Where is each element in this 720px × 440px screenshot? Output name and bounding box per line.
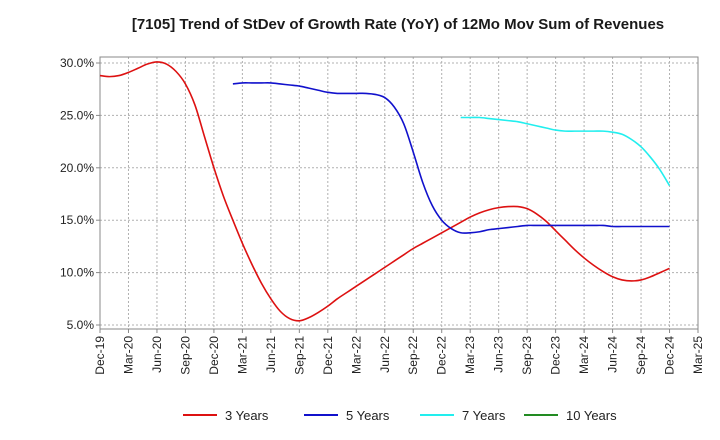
x-tick-label: Dec-19 (93, 336, 107, 375)
x-tick-label: Jun-21 (264, 336, 278, 373)
legend-label-7-years: 7 Years (462, 408, 506, 423)
x-tick-label: Mar-25 (691, 336, 705, 374)
x-tick-label: Mar-24 (577, 336, 591, 374)
x-axis: Dec-19 Mar-20 Jun-20 Sep-20 Dec-20 Mar-21 Jun-… (93, 329, 705, 375)
y-tick-label: 30.0% (60, 56, 94, 70)
x-tick-label: Dec-24 (663, 336, 677, 375)
plot-area (99, 56, 699, 330)
series-lines (99, 61, 671, 322)
series-line-5-years (232, 82, 670, 234)
y-tick-label: 25.0% (60, 108, 94, 122)
x-tick-label: Sep-20 (178, 336, 192, 375)
legend: 3 Years 5 Years 7 Years 10 Years (183, 408, 617, 423)
series-line-3-years (99, 61, 670, 322)
x-tick-label: Dec-21 (321, 336, 335, 375)
y-tick-label: 20.0% (60, 161, 94, 175)
x-tick-label: Mar-21 (235, 336, 249, 374)
grid-lines (99, 57, 699, 329)
x-tick-label: Jun-22 (378, 336, 392, 373)
x-tick-label: Mar-23 (463, 336, 477, 374)
legend-label-5-years: 5 Years (346, 408, 390, 423)
x-tick-label: Dec-23 (549, 336, 563, 375)
x-tick-label: Sep-21 (292, 336, 306, 375)
legend-label-10-years: 10 Years (566, 408, 617, 423)
x-tick-label: Sep-22 (406, 336, 420, 375)
series-line-7-years (460, 116, 671, 187)
chart-title: [7105] Trend of StDev of Growth Rate (Yo… (132, 16, 664, 33)
y-axis: 5.0% 10.0% 15.0% 20.0% 25.0% 30.0% (60, 56, 100, 332)
x-tick-label: Mar-20 (121, 336, 135, 374)
y-tick-label: 5.0% (67, 318, 95, 332)
legend-label-3-years: 3 Years (225, 408, 269, 423)
y-tick-label: 10.0% (60, 266, 94, 280)
x-tick-label: Dec-22 (435, 336, 449, 375)
x-tick-label: Dec-20 (207, 336, 221, 375)
x-tick-label: Jun-20 (150, 336, 164, 373)
x-tick-label: Sep-24 (634, 336, 648, 375)
x-tick-label: Sep-23 (520, 336, 534, 375)
x-tick-label: Jun-23 (492, 336, 506, 373)
x-tick-label: Mar-22 (349, 336, 363, 374)
y-tick-label: 15.0% (60, 213, 94, 227)
x-tick-label: Jun-24 (606, 336, 620, 373)
